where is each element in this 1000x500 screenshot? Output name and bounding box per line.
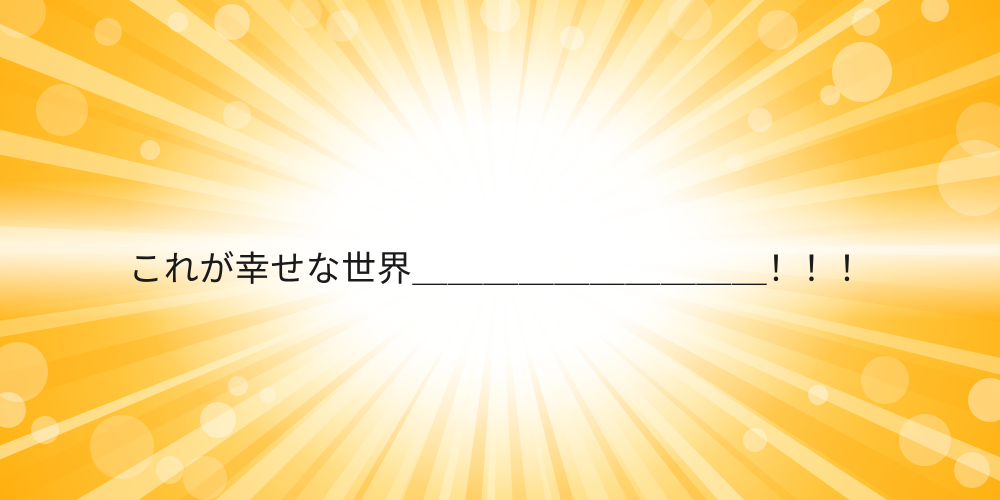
bokeh-circle — [228, 376, 248, 396]
bokeh-circle — [861, 356, 909, 404]
bokeh-circle — [0, 392, 26, 428]
bokeh-circle — [743, 428, 767, 452]
bokeh-circle — [223, 101, 251, 129]
bokeh-circle — [954, 452, 990, 488]
bokeh-circle — [956, 102, 1000, 158]
bokeh-circle — [168, 12, 188, 32]
bokeh-circle — [852, 8, 880, 36]
bokeh-circle — [200, 402, 236, 438]
bokeh-circle — [36, 84, 88, 136]
bokeh-circle — [937, 140, 1000, 216]
bokeh-circle — [31, 416, 59, 444]
bokeh-circle — [560, 26, 584, 50]
bokeh-circle — [899, 414, 951, 466]
bokeh-circle — [0, 342, 48, 402]
bokeh-circle — [183, 456, 227, 500]
bokeh-circle — [326, 10, 358, 42]
bokeh-circle — [748, 108, 772, 132]
caption: これが幸せな世界＿＿＿＿＿＿＿＿＿＿！！！ — [0, 236, 1000, 296]
bokeh-circle — [290, 0, 322, 28]
bokeh-circle — [668, 0, 712, 40]
bokeh-circle — [214, 4, 250, 40]
bokeh-circle — [480, 0, 520, 32]
bokeh-circle — [921, 0, 949, 22]
bokeh-circle — [140, 140, 160, 160]
bokeh-circle — [0, 0, 46, 38]
caption-text: これが幸せな世界＿＿＿＿＿＿＿＿＿＿！！！ — [128, 249, 874, 290]
bokeh-circle — [156, 456, 184, 484]
bokeh-circle — [90, 415, 154, 479]
bokeh-circle — [820, 85, 840, 105]
bokeh-circle — [832, 42, 892, 102]
bokeh-circle — [758, 10, 798, 50]
bokeh-circle — [260, 387, 276, 403]
bokeh-circle — [94, 18, 122, 46]
bokeh-circle — [808, 385, 828, 405]
bokeh-circle — [968, 378, 1000, 422]
bokeh-circle — [726, 153, 744, 171]
